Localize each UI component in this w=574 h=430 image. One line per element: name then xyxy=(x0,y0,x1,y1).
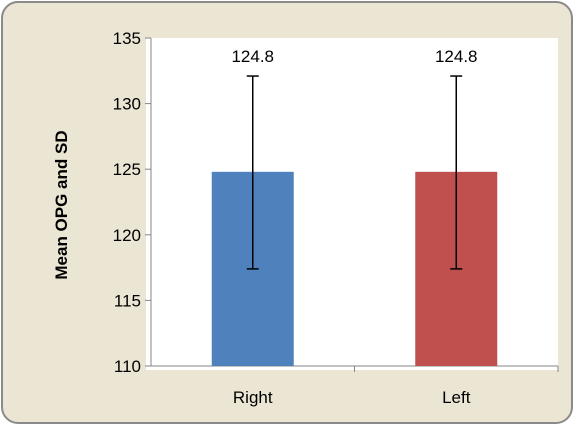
error-bars xyxy=(246,75,463,270)
x-tick-label: Right xyxy=(233,388,273,407)
y-tick-label: 110 xyxy=(114,357,141,376)
y-tick-label: 135 xyxy=(113,29,141,48)
data-label: 124.8 xyxy=(231,47,274,66)
y-tick-label: 115 xyxy=(114,291,141,310)
y-tick-label: 130 xyxy=(113,95,141,114)
y-axis-title: Mean OPG and SD xyxy=(52,130,71,279)
y-tick-label: 120 xyxy=(113,226,141,245)
y-tick-label: 125 xyxy=(113,160,141,179)
x-tick-labels: Right Left xyxy=(233,388,471,407)
x-tick-label: Left xyxy=(442,388,471,407)
data-labels: 124.8 124.8 xyxy=(231,47,477,66)
y-tick-labels: 110 115 120 125 130 135 xyxy=(113,29,141,376)
data-label: 124.8 xyxy=(435,47,478,66)
